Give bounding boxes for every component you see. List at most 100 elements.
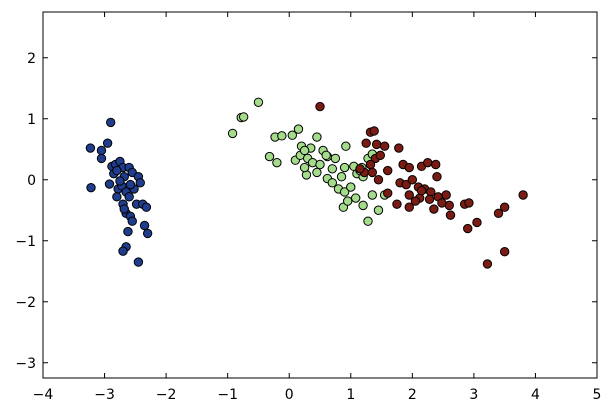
series-2 [227,97,390,226]
data-point [124,192,134,202]
data-point [277,131,287,141]
data-point [312,167,322,178]
data-point [499,247,510,257]
data-point [375,150,386,161]
data-point [437,198,447,208]
data-point [118,246,128,256]
data-point [133,257,144,267]
data-point [339,162,350,173]
data-point [407,175,418,185]
x-tick-label: −3 [94,387,115,403]
data-point [135,178,145,188]
data-point [115,176,125,186]
data-point [346,182,356,192]
data-point [139,220,150,231]
data-point [96,145,107,156]
y-tick-label: −3 [15,356,36,372]
data-point [367,167,378,178]
y-tick-label: 1 [27,112,36,128]
data-point [365,159,376,170]
data-point [102,138,113,148]
data-point [383,165,393,176]
data-point [423,157,433,168]
x-tick-label: −1 [217,387,238,403]
data-point [293,124,304,134]
y-tick-label: 2 [27,51,36,67]
data-point [432,172,442,182]
data-points [85,97,528,269]
data-point [416,186,427,196]
data-point [445,210,456,220]
y-tick-label: −2 [15,295,36,311]
data-point [351,193,361,203]
data-point [86,182,96,193]
data-point [321,150,331,161]
x-tick-label: 0 [285,387,294,403]
data-point [410,196,421,206]
data-point [401,179,411,190]
x-tick-label: −2 [156,387,177,403]
data-point [327,178,338,188]
data-point [330,153,341,164]
data-point [355,164,365,174]
data-point [119,204,129,214]
x-tick-label: 1 [346,387,355,403]
data-point [264,151,275,162]
data-point [499,202,510,212]
data-point [441,190,451,200]
data-point [106,117,116,128]
x-tick-label: 5 [593,387,602,403]
data-point [424,194,435,204]
data-point [312,132,322,142]
x-axis: −4 −3 −2 −1 0 1 2 3 4 5 [33,12,602,403]
data-point [299,145,310,156]
series-3 [315,101,528,269]
data-point [394,143,404,153]
data-point [361,138,371,148]
x-tick-label: 3 [469,387,478,403]
data-point [518,190,528,200]
data-point [299,162,310,173]
data-point [379,141,390,151]
plot-frame [42,11,598,379]
data-point [85,143,96,153]
data-point [141,202,152,212]
data-point [404,202,414,212]
data-point [367,190,378,200]
x-tick-label: 4 [531,387,540,403]
data-point [142,228,153,239]
data-point [96,153,107,164]
x-tick-label: 2 [408,387,417,403]
data-point [125,179,136,190]
series-1 [85,117,153,267]
data-point [343,196,353,206]
data-point [272,157,282,168]
data-point [431,159,441,170]
data-point [371,139,382,150]
data-point [339,187,350,197]
data-point [253,97,264,107]
data-point [369,126,379,136]
data-point [112,192,122,202]
data-point [404,162,414,173]
data-point [383,188,393,198]
y-tick-label: −1 [15,234,36,250]
data-point [104,179,115,189]
data-point [358,200,368,211]
data-point [392,199,402,209]
data-point [472,217,482,228]
data-point [315,101,325,112]
data-point [404,190,414,200]
data-point [123,226,133,237]
data-point [127,216,137,226]
data-point [336,172,347,182]
data-point [463,223,473,234]
data-point [227,128,238,139]
data-point [315,159,325,170]
data-point [112,165,122,176]
data-point [482,259,493,269]
data-point [464,198,474,208]
data-point [373,205,384,215]
data-point [429,204,439,214]
